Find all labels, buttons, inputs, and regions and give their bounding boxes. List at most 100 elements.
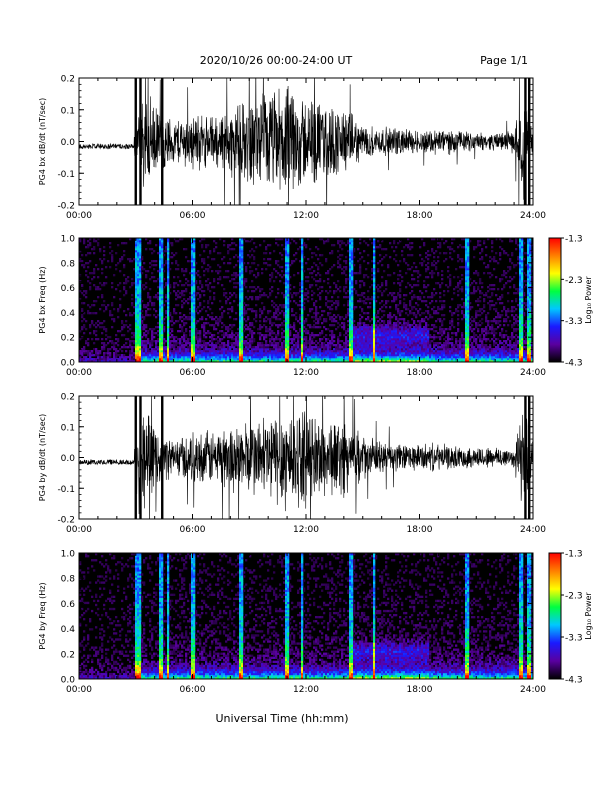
spectrogram-cell — [137, 254, 139, 256]
spectrogram-cell — [257, 298, 259, 300]
spectrogram-cell — [217, 342, 219, 344]
spectrogram-cell — [275, 296, 277, 298]
spectrogram-cell — [331, 316, 333, 318]
spectrogram-cell — [181, 316, 183, 318]
spectrogram-cell — [341, 354, 343, 356]
spectrogram-cell — [355, 344, 357, 346]
spectrogram-cell — [131, 354, 133, 356]
spectrogram-cell — [281, 270, 283, 272]
spectrogram-cell — [407, 324, 409, 326]
spectrogram-cell — [347, 320, 349, 322]
spectrogram-cell — [419, 320, 421, 322]
spectrogram-cell — [369, 334, 371, 336]
spectrogram-cell — [171, 316, 173, 318]
spectrogram-cell — [121, 320, 123, 322]
spectrogram-cell — [241, 358, 243, 360]
spectrogram-cell — [143, 332, 145, 334]
spectrogram-cell — [359, 324, 361, 326]
spectrogram-cell — [307, 324, 309, 326]
spectrogram-cell — [349, 294, 351, 296]
spectrogram-cell — [139, 302, 141, 304]
spectrogram-cell — [337, 296, 339, 298]
spectrogram-cell — [265, 328, 267, 330]
spectrogram-cell — [305, 292, 307, 294]
spectrogram-cell — [161, 292, 163, 294]
spectrogram-cell — [149, 328, 151, 330]
spectrogram-cell — [379, 328, 381, 330]
spectrogram-cell — [125, 280, 127, 282]
spectrogram-cell — [93, 248, 95, 250]
spectrogram-cell — [301, 258, 303, 260]
spectrogram-cell — [293, 344, 295, 346]
spectrogram-cell — [239, 298, 241, 300]
spectrogram-cell — [349, 262, 351, 264]
spectrogram-cell — [323, 350, 325, 352]
spectrogram-cell — [197, 350, 199, 352]
spectrogram-cell — [365, 324, 367, 326]
spectrogram-cell — [247, 262, 249, 264]
spectrogram-cell — [185, 322, 187, 324]
spectrogram-cell — [329, 312, 331, 314]
spectrogram-cell — [301, 274, 303, 276]
spectrogram-cell — [303, 354, 305, 356]
spectrogram-cell — [153, 250, 155, 252]
spectrogram-cell — [421, 332, 423, 334]
spectrogram-cell — [351, 304, 353, 306]
spectrogram-cell — [351, 342, 353, 344]
spectrogram-cell — [255, 296, 257, 298]
spectrogram-cell — [359, 320, 361, 322]
spectrogram-cell — [135, 302, 137, 304]
spectrogram-cell — [175, 320, 177, 322]
spectrogram-cell — [287, 314, 289, 316]
spectrogram-cell — [105, 334, 107, 336]
spectrogram-cell — [301, 340, 303, 342]
spectrogram-cell — [405, 338, 407, 340]
spectrogram-cell — [239, 334, 241, 336]
spectrogram-cell — [433, 294, 435, 296]
spectrogram-cell — [153, 296, 155, 298]
spectrogram-cell — [345, 260, 347, 262]
spectrogram-cell — [401, 356, 403, 358]
spectrogram-cell — [363, 250, 365, 252]
spectrogram-cell — [191, 246, 193, 248]
spectrogram-cell — [423, 328, 425, 330]
spectrogram-cell — [245, 344, 247, 346]
spectrogram-cell — [337, 358, 339, 360]
spectrogram-cell — [275, 338, 277, 340]
spectrogram-cell — [331, 358, 333, 360]
spectrogram-cell — [391, 334, 393, 336]
spectrogram-cell — [137, 348, 139, 350]
spectrogram-cell — [191, 290, 193, 292]
spectrogram-cell — [417, 352, 419, 354]
spectrogram-cell — [287, 274, 289, 276]
spectrogram-cell — [209, 350, 211, 352]
spectrogram-cell — [353, 288, 355, 290]
spectrogram-cell — [227, 342, 229, 344]
spectrogram-cell — [435, 354, 437, 356]
spectrogram-cell — [315, 348, 317, 350]
spectrogram-cell — [427, 358, 429, 360]
spectrogram-cell — [187, 318, 189, 320]
spectrogram-cell — [373, 340, 375, 342]
spectrogram-cell — [171, 352, 173, 354]
spectrogram-cell — [199, 354, 201, 356]
spectrogram-cell — [239, 248, 241, 250]
spectrogram-cell — [417, 350, 419, 352]
spectrogram-cell — [363, 340, 365, 342]
spectrogram-cell — [115, 348, 117, 350]
spectrogram-cell — [287, 292, 289, 294]
spectrogram-cell — [249, 266, 251, 268]
spectrogram-cell — [135, 260, 137, 262]
spectrogram-cell — [205, 284, 207, 286]
spectrogram-cell — [279, 338, 281, 340]
spectrogram-cell — [253, 286, 255, 288]
spectrogram-cell — [135, 246, 137, 248]
spectrogram-cell — [285, 254, 287, 256]
spectrogram-cell — [287, 324, 289, 326]
spectrogram-cell — [241, 310, 243, 312]
spectrogram-cell — [417, 298, 419, 300]
spectrogram-cell — [103, 346, 105, 348]
spectrogram-cell — [145, 354, 147, 356]
spectrogram-cell — [283, 248, 285, 250]
spectrogram-cell — [351, 358, 353, 360]
